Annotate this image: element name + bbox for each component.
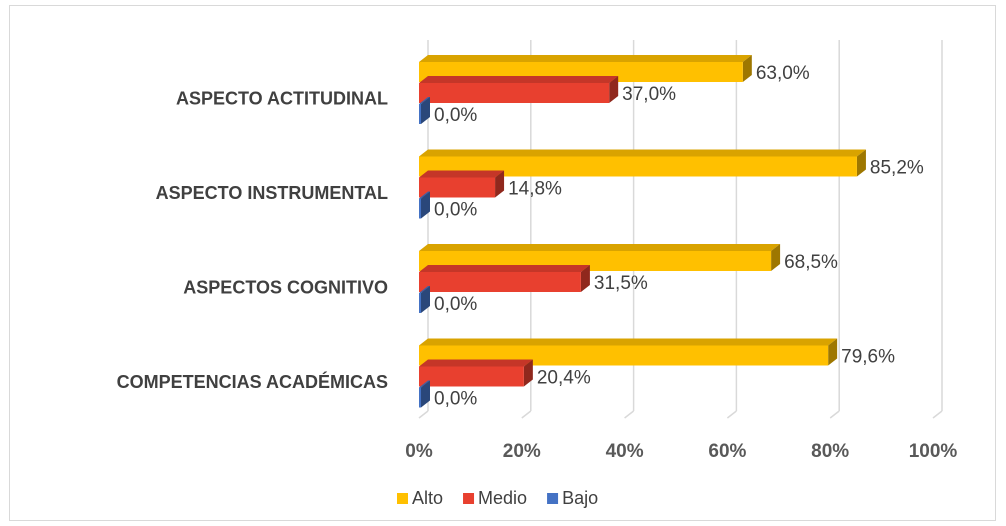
bar-side [495, 170, 505, 198]
bar-top [419, 244, 781, 251]
bar-top [419, 338, 838, 346]
bar-top [419, 380, 430, 388]
legend-swatch [547, 493, 559, 504]
bar-side [523, 359, 533, 387]
grid-floor [829, 410, 840, 419]
bar-side [609, 76, 619, 103]
bar [419, 387, 421, 408]
legend-swatch [463, 493, 475, 504]
bar-top [419, 76, 619, 83]
bar [419, 293, 421, 313]
x-tick-label: 60% [708, 441, 746, 462]
x-tick-label: 20% [503, 441, 541, 462]
category-label: COMPETENCIAS ACADÉMICAS [117, 371, 388, 392]
grid-floor [418, 410, 429, 419]
bar [419, 366, 524, 387]
bar-side [421, 97, 430, 124]
grid-floor [932, 410, 943, 419]
value-label: 0,0% [434, 105, 477, 126]
value-label: 14,8% [508, 179, 562, 200]
bar-side [856, 149, 866, 177]
legend-label: Bajo [562, 488, 598, 508]
value-label: 0,0% [434, 389, 477, 410]
x-tick-label: 100% [909, 441, 958, 462]
value-label: 20,4% [537, 368, 591, 389]
category-label: ASPECTO INSTRUMENTAL [156, 183, 388, 203]
bar-top [419, 286, 430, 293]
value-label: 0,0% [434, 200, 477, 221]
value-label: 0,0% [434, 294, 477, 315]
value-label: 31,5% [594, 273, 648, 294]
x-tick-label: 0% [405, 441, 433, 462]
bar-side [828, 338, 838, 366]
legend-swatch [397, 493, 408, 504]
value-label: 37,0% [622, 84, 676, 105]
bar [419, 104, 421, 124]
bar-side [742, 55, 752, 82]
category-label: ASPECTO ACTITUDINAL [176, 89, 388, 109]
value-label: 85,2% [870, 158, 924, 179]
bar-top [419, 265, 590, 272]
bar [419, 177, 496, 198]
bar-side [421, 380, 430, 408]
bar-top [419, 55, 752, 62]
bar-top [419, 191, 430, 199]
value-label: 63,0% [756, 63, 810, 84]
x-tick-label: 40% [606, 441, 644, 462]
bar-top [419, 359, 533, 367]
bar-side [421, 191, 430, 219]
legend-label: Alto [412, 488, 443, 508]
legend-label: Medio [478, 488, 527, 508]
bar [419, 156, 857, 177]
bar-side [421, 286, 430, 313]
bar-side [771, 244, 781, 271]
grid-floor [726, 410, 737, 419]
bar [419, 83, 610, 103]
grid-floor [521, 410, 532, 419]
bar-top [419, 97, 430, 104]
bar [419, 272, 581, 292]
bar-top [419, 149, 866, 157]
bar-top [419, 170, 505, 178]
bar-side [580, 265, 590, 292]
grid-floor [624, 410, 635, 419]
value-label: 68,5% [784, 252, 838, 273]
x-tick-label: 80% [811, 441, 849, 462]
category-label: ASPECTOS COGNITIVO [183, 278, 388, 298]
bar [419, 198, 421, 219]
value-label: 79,6% [841, 347, 895, 368]
